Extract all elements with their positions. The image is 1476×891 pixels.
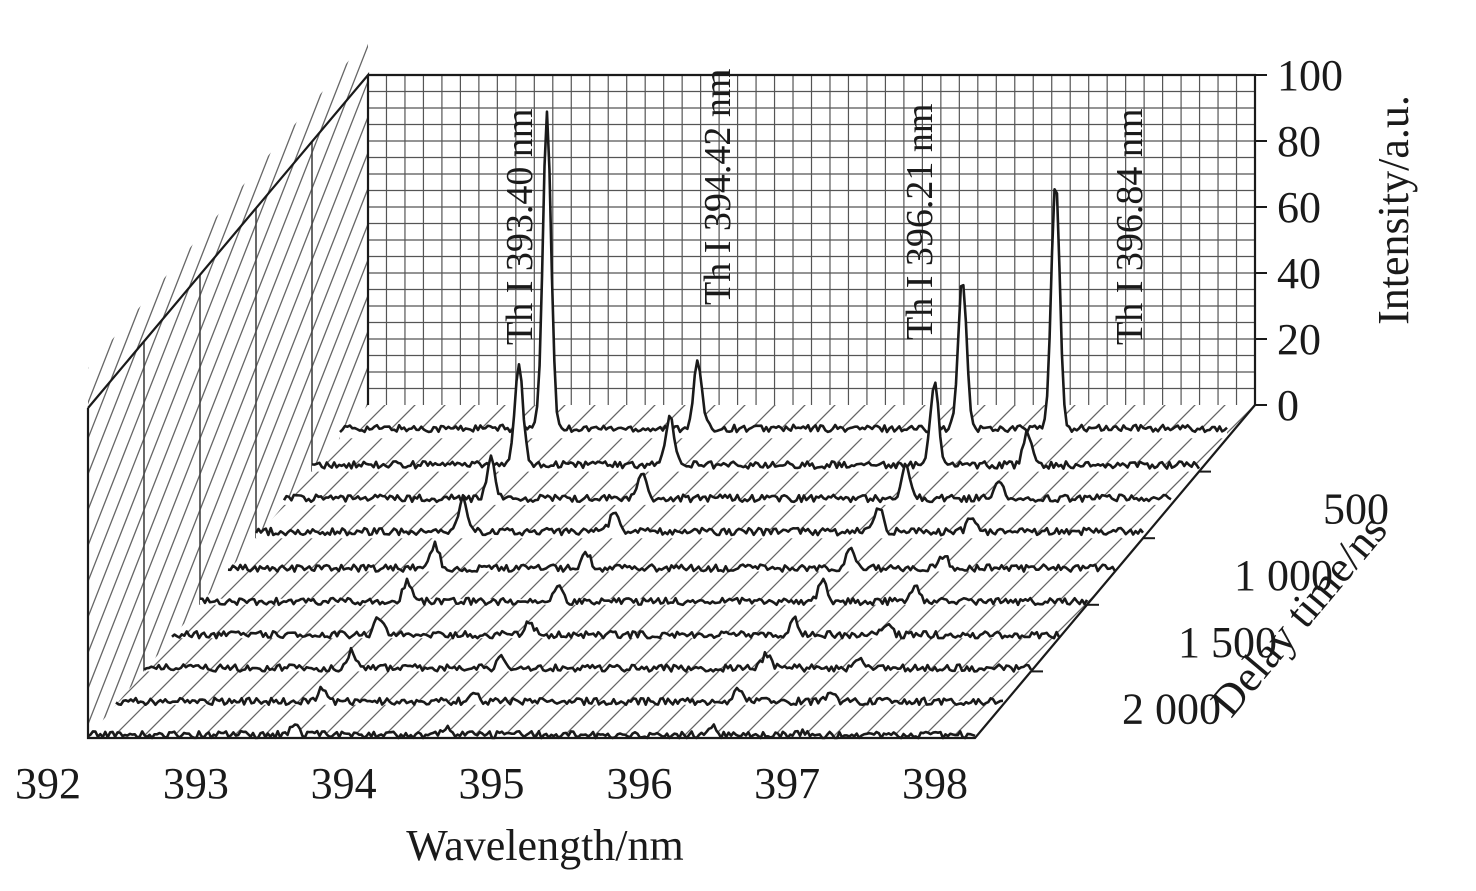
spectrum-line-250 [339, 110, 1228, 434]
hatch-line [88, 38, 351, 738]
spectrum-line-500 [311, 363, 1201, 470]
hatch-line [88, 38, 99, 738]
x-tick-label: 394 [311, 759, 377, 808]
x-tick-label: 398 [902, 759, 968, 808]
x-tick-label: 392 [15, 759, 81, 808]
spectrum-line-1750 [171, 615, 1061, 640]
spectrum-line-2000 [143, 646, 1033, 673]
hatch-line [0, 20, 28, 760]
delay-tick-label: 2 000 [1122, 684, 1221, 733]
hatch-line [0, 20, 84, 760]
z-tick-label: 100 [1277, 51, 1343, 100]
spectrum-line-750 [282, 454, 1172, 504]
floor-frame [86, 404, 1256, 740]
hatch-line [1380, 380, 1476, 760]
delay-tick-label: 1 000 [1234, 551, 1333, 600]
spectrum-line-2250 [115, 685, 1004, 706]
side-wall [88, 75, 368, 738]
peak-annotation: Th I 393.40 nm [499, 109, 541, 345]
hatch-line [88, 38, 337, 738]
hatch-line [1470, 380, 1476, 760]
z-tick-label: 20 [1277, 315, 1321, 364]
spectrum-line-1500 [199, 577, 1089, 607]
x-tick-label: 393 [163, 759, 229, 808]
hatch-line [0, 20, 42, 760]
delay-axis-title: Delay time/ns [1201, 506, 1396, 726]
peak-annotation: Th I 396.21 nm [899, 104, 941, 340]
side-wall-frame [87, 71, 370, 409]
spectrum-line-1250 [227, 540, 1117, 573]
back-wall-group [368, 75, 1255, 405]
spectrum-line-1000 [254, 493, 1145, 537]
peak-annotation: Th I 396.84 nm [1109, 109, 1151, 345]
x-tick-label: 396 [606, 759, 672, 808]
x-tick-label: 395 [459, 759, 525, 808]
x-tick-label: 397 [754, 759, 820, 808]
hatch-line [115, 38, 368, 738]
hatch-line [0, 20, 56, 760]
z-tick-label: 0 [1277, 381, 1299, 430]
hatch-line [88, 38, 365, 738]
delay-tick-label: 500 [1323, 485, 1389, 534]
hatch-line [0, 20, 70, 760]
hatch-line [0, 20, 14, 760]
z-axis-title: Intensity/a.u. [1369, 95, 1418, 325]
hatch-line [101, 38, 368, 738]
hatch-line [88, 38, 368, 738]
hatch-line [1410, 380, 1476, 760]
spectra-group [87, 110, 1228, 740]
z-tick-label: 80 [1277, 117, 1321, 166]
z-tick-label: 40 [1277, 249, 1321, 298]
z-tick-label: 60 [1277, 183, 1321, 232]
delay-tick-label: 1 500 [1178, 618, 1277, 667]
x-axis-title: Wavelength/nm [406, 821, 684, 870]
peak-annotation: Th I 394.42 nm [697, 69, 739, 305]
hatch-line [1440, 380, 1476, 760]
spectrum-line-2500 [87, 723, 976, 740]
